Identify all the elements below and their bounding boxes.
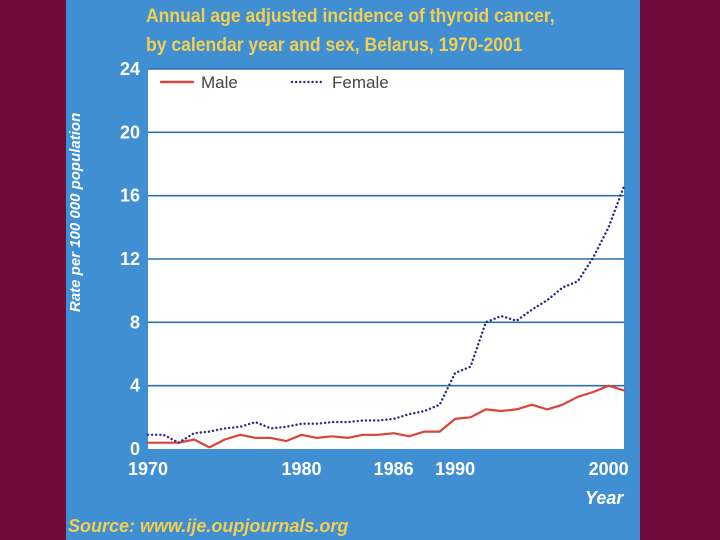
x-axis-label: Year bbox=[585, 488, 624, 508]
y-tick-label: 12 bbox=[120, 249, 140, 269]
y-tick-label: 16 bbox=[120, 186, 140, 206]
x-tick-label: 2000 bbox=[589, 459, 629, 479]
line-chart: 0 4 8 12 16 20 24 1970 1980 1986 1990 2000 Male Fem… bbox=[120, 59, 629, 479]
legend-label-female: Female bbox=[332, 73, 389, 92]
x-tick-labels: 1970 1980 1986 1990 2000 bbox=[128, 459, 629, 479]
series-line-male bbox=[146, 384, 626, 449]
y-tick-label: 4 bbox=[130, 376, 140, 396]
y-tick-label: 0 bbox=[130, 439, 140, 459]
source-note: Source: www.ije.oupjournals.org bbox=[68, 516, 349, 536]
y-tick-label: 8 bbox=[130, 312, 140, 332]
y-tick-label: 24 bbox=[120, 59, 140, 79]
legend-label-male: Male bbox=[201, 73, 238, 92]
legend: Male Female bbox=[159, 73, 389, 92]
x-tick-label: 1980 bbox=[282, 459, 322, 479]
series-lines bbox=[146, 184, 626, 449]
chart-title: Annual age adjusted incidence of thyroid… bbox=[146, 5, 555, 56]
x-tick-label: 1990 bbox=[435, 459, 475, 479]
y-tick-labels: 0 4 8 12 16 20 24 bbox=[120, 59, 140, 459]
y-tick-label: 20 bbox=[120, 122, 140, 142]
series-line-female bbox=[146, 184, 626, 444]
x-tick-label: 1970 bbox=[128, 459, 168, 479]
gridlines bbox=[148, 68, 624, 387]
slide-panel: Annual age adjusted incidence of thyroid… bbox=[66, 0, 640, 540]
x-tick-label: 1986 bbox=[374, 459, 414, 479]
